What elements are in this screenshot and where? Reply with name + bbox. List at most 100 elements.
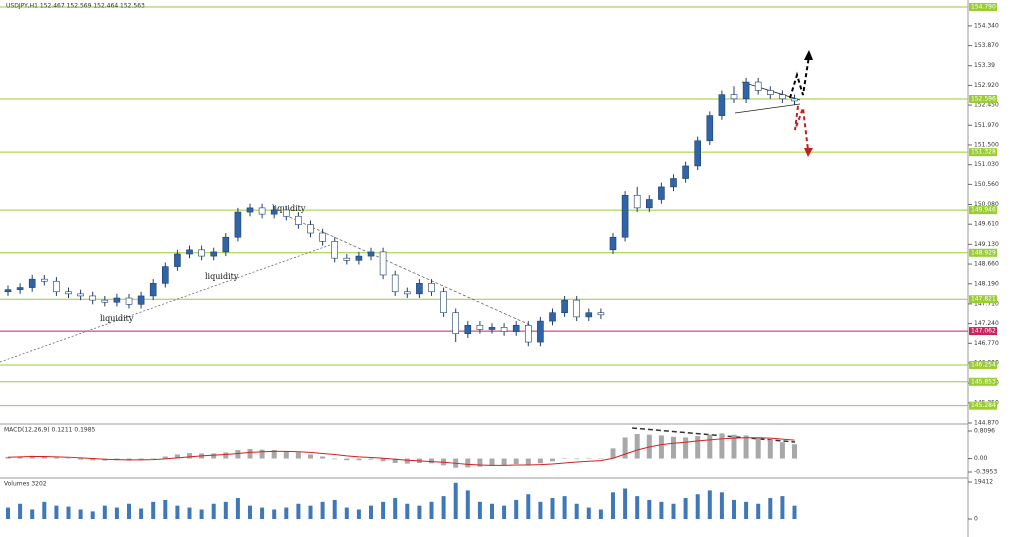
macd-bar xyxy=(283,451,289,459)
y-tick-label: 147.240 xyxy=(974,320,999,327)
macd-bar xyxy=(550,458,555,462)
candle-body xyxy=(28,278,36,288)
y-tick-label: 0 xyxy=(974,516,978,523)
level-tag xyxy=(969,95,997,104)
volume-bar xyxy=(732,499,736,519)
volume-bar xyxy=(30,509,35,519)
level-tag xyxy=(969,248,997,257)
macd-bar xyxy=(743,435,749,459)
volume-bar xyxy=(756,503,761,519)
macd-bar xyxy=(17,456,23,459)
volume-bar xyxy=(405,503,410,519)
y-tick-label: -0.3953 xyxy=(974,469,997,476)
macd-bar xyxy=(356,458,362,461)
candle-body xyxy=(125,297,133,305)
candle-body xyxy=(246,207,254,213)
macd-bar xyxy=(380,458,386,462)
candle-body xyxy=(162,266,169,284)
annotation: liquidity xyxy=(205,272,239,281)
level-tag xyxy=(969,3,997,11)
candle-body xyxy=(379,251,387,276)
macd-bar xyxy=(574,458,580,460)
volume-bar xyxy=(6,507,10,519)
volume-bar xyxy=(151,501,156,519)
macd-bar xyxy=(755,437,761,459)
y-tick-label: 152.920 xyxy=(974,82,999,89)
candle-body xyxy=(258,207,266,215)
level-label: 145.853 xyxy=(971,378,996,385)
candle-body xyxy=(597,312,605,316)
macd-bar xyxy=(429,458,434,464)
volume-bar xyxy=(586,507,591,519)
candle-body xyxy=(742,81,750,100)
level-tag xyxy=(969,377,997,386)
macd-bar xyxy=(41,456,47,459)
candle-body xyxy=(573,299,581,318)
volume-bar xyxy=(296,503,301,519)
macd-bar xyxy=(271,450,277,459)
macd-bar xyxy=(5,456,11,459)
level-tag xyxy=(969,295,997,304)
y-tick-label: 152.450 xyxy=(974,102,999,109)
level-tag xyxy=(969,401,997,410)
candle-body xyxy=(766,90,774,95)
macd-bar xyxy=(247,449,253,459)
volume-bar xyxy=(707,490,712,519)
macd-bar xyxy=(78,458,84,460)
macd-signal xyxy=(7,437,795,466)
volume-bar xyxy=(320,501,325,519)
y-tick-label: 19412 xyxy=(974,479,993,486)
y-tick-label: 150.560 xyxy=(974,181,999,188)
volume-bar xyxy=(223,501,228,519)
volume-bar xyxy=(393,498,398,519)
candle-body xyxy=(210,251,217,257)
volume-bar xyxy=(538,501,543,519)
y-tick-label: 149.130 xyxy=(974,241,999,248)
candle-body xyxy=(319,232,326,242)
candle-body xyxy=(4,289,12,293)
annotation: liquidity xyxy=(100,314,134,323)
candle-body xyxy=(658,186,665,200)
candle-body xyxy=(645,199,653,209)
volume-bar xyxy=(417,505,422,519)
macd-bar xyxy=(320,456,326,459)
candle-body xyxy=(549,312,556,322)
volume-bar xyxy=(477,501,482,519)
macd-bar xyxy=(90,458,96,461)
macd-bar xyxy=(489,458,495,466)
y-tick-label: 151.970 xyxy=(974,122,999,129)
candle-body xyxy=(476,324,484,330)
macd-bar xyxy=(537,458,543,464)
volume-bar xyxy=(514,499,519,519)
macd-bar xyxy=(767,439,773,459)
level-tag xyxy=(969,206,997,215)
candle-body xyxy=(718,94,726,116)
volume-bar xyxy=(139,508,144,519)
y-tick-label: 154.340 xyxy=(974,22,999,29)
macd-bar xyxy=(162,456,168,459)
volume-bar xyxy=(490,503,494,519)
volume-bar xyxy=(381,501,386,519)
candle-body xyxy=(633,194,641,209)
macd-bar xyxy=(404,458,410,464)
volume-bar xyxy=(163,499,168,519)
y-tick-label: 150.080 xyxy=(974,201,999,208)
bear-arrow xyxy=(794,105,809,151)
y-tick-label: 146.770 xyxy=(974,340,999,347)
y-tick-label: 151.500 xyxy=(974,141,999,148)
triangle-line xyxy=(734,103,801,114)
candle-body xyxy=(779,94,786,100)
y-tick-label: 151.030 xyxy=(974,161,999,168)
candle-body xyxy=(754,81,762,91)
volume-bar xyxy=(635,496,640,519)
y-tick-label: 153.870 xyxy=(974,42,999,49)
level-label: 145.284 xyxy=(971,402,996,409)
macd-bar xyxy=(501,458,507,466)
candle-body xyxy=(174,253,181,267)
macd-bar xyxy=(465,458,471,468)
level-tag xyxy=(969,148,997,157)
candle-body xyxy=(331,241,339,259)
volume-bar xyxy=(623,488,628,519)
macd-bar xyxy=(344,458,350,461)
